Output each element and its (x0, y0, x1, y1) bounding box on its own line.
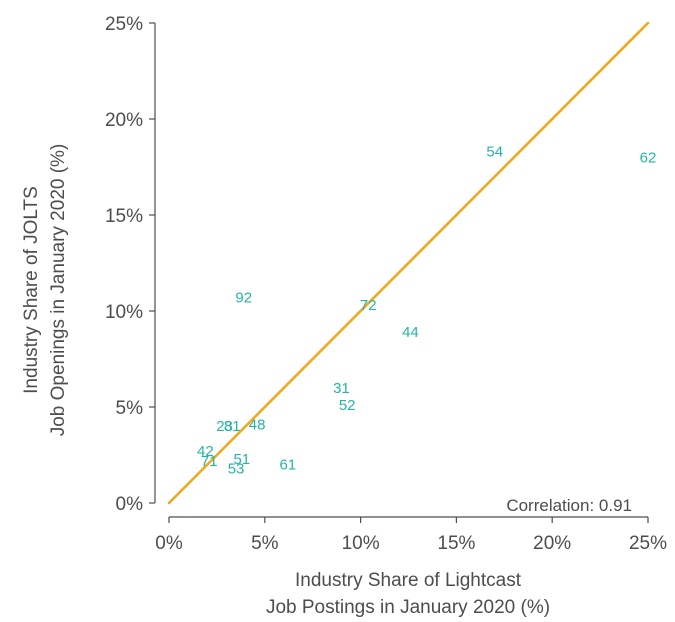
x-axis: 0% 5% 10% 15% 20% 25% (155, 516, 667, 554)
x-tick-label: 15% (437, 533, 475, 554)
x-tick-label: 20% (533, 533, 571, 554)
y-axis-title: Industry Share of JOLTS Job Openings in … (21, 144, 69, 437)
correlation-annotation: Correlation: 0.91 (506, 496, 632, 515)
reference-line-group (167, 21, 650, 505)
data-point-label-44: 44 (402, 324, 419, 341)
y-tick-label: 10% (105, 302, 143, 323)
data-point-label-62: 62 (640, 149, 657, 166)
y-axis-title-line-1: Industry Share of JOLTS (21, 186, 42, 394)
y-tick-label: 20% (105, 110, 143, 131)
data-point-label-48: 48 (249, 416, 266, 433)
x-axis-title: Industry Share of Lightcast Job Postings… (266, 570, 550, 618)
data-point-label-71: 71 (201, 453, 218, 470)
y-tick-label: 5% (116, 398, 144, 419)
data-point-label-42: 42 (197, 443, 214, 460)
data-point-label-72: 72 (360, 297, 377, 314)
data-point-label-31: 31 (333, 380, 350, 397)
data-point-label-92: 92 (235, 290, 252, 307)
data-point-label-51: 51 (233, 451, 250, 468)
y-tick-label: 15% (105, 206, 143, 227)
y-tick-label: 0% (116, 494, 144, 515)
data-point-label-23: 23 (216, 418, 233, 435)
data-point-label-54: 54 (486, 144, 503, 161)
data-point-label-61: 61 (279, 457, 296, 474)
data-point-label-53: 53 (228, 460, 245, 477)
x-tick-label: 10% (342, 533, 380, 554)
reference-line (167, 21, 650, 505)
y-tick-label: 25% (105, 14, 143, 35)
data-point-label-52: 52 (339, 397, 356, 414)
y-axis: 0% 5% 10% 15% 20% 25% (105, 14, 156, 515)
data-point-label-81: 81 (224, 418, 241, 435)
x-tick-label: 25% (629, 533, 667, 554)
x-tick-label: 0% (155, 533, 183, 554)
x-tick-label: 5% (251, 533, 279, 554)
x-axis-title-line-1: Industry Share of Lightcast (295, 570, 522, 591)
x-axis-title-line-2: Job Postings in January 2020 (%) (266, 597, 550, 618)
y-axis-title-line-2: Job Openings in January 2020 (%) (48, 144, 69, 437)
